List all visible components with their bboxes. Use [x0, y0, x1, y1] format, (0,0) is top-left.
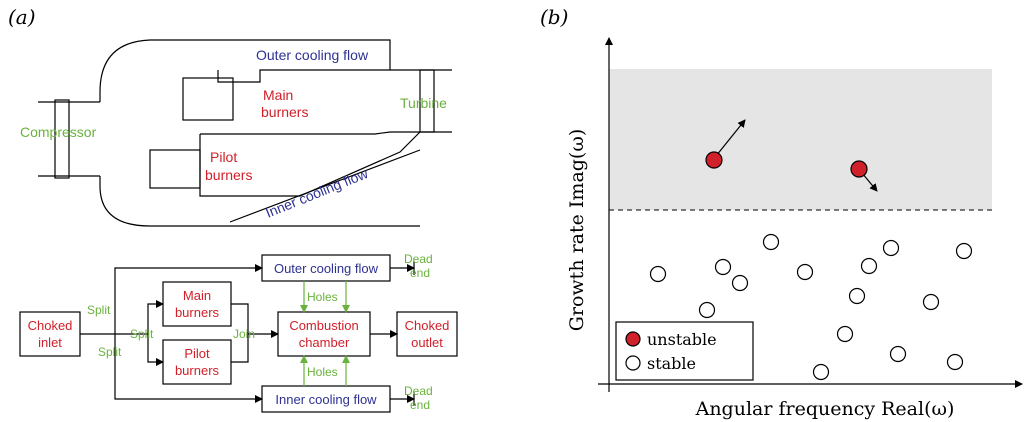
- legend-stable-marker: [625, 355, 641, 371]
- casing-bottom: [99, 176, 420, 227]
- panel-a-label: (a): [8, 5, 36, 29]
- stable-point: [922, 293, 940, 311]
- unstable-point-1: [705, 151, 723, 169]
- choked-outlet-label-1: Choked: [405, 318, 450, 333]
- legend-stable-label: stable: [647, 354, 696, 373]
- split-label-3: Split: [98, 345, 122, 359]
- y-axis-label: Growth rate Imag(ω): [566, 129, 588, 332]
- stable-point: [812, 363, 830, 381]
- compressor-vanes: [54, 99, 70, 179]
- stable-point: [714, 258, 732, 276]
- net-outer-cooling-label: Outer cooling flow: [274, 261, 379, 276]
- unstable-point-2: [850, 160, 868, 178]
- liner-outer-wall: [217, 69, 390, 83]
- main-burner-box: [182, 77, 234, 121]
- inner-cooling-wall: [229, 149, 421, 223]
- pilot-burners-label-2: burners: [205, 167, 252, 183]
- stable-point: [882, 239, 900, 257]
- stable-eigenvalues: [649, 233, 973, 381]
- stable-point: [796, 263, 814, 281]
- stable-point: [698, 301, 716, 319]
- split-to-outer: [114, 264, 263, 334]
- outer-holes-label: Holes: [307, 290, 338, 304]
- choked-inlet-box: [19, 311, 81, 357]
- legend: unstable stable: [615, 321, 754, 381]
- outer-dead-end-2: end: [410, 266, 430, 280]
- legend-unstable-marker: [625, 331, 641, 347]
- unstable-arrow-1: [715, 119, 746, 157]
- split-label-2: Split: [130, 327, 154, 341]
- unstable-eigenvalues: [705, 119, 878, 192]
- stable-point: [836, 325, 854, 343]
- panel-b: (b) Growth rate Imag(ω) Angular frequenc…: [540, 5, 1023, 420]
- stable-point: [731, 274, 749, 292]
- combustion-chamber-label-2: chamber: [299, 335, 350, 350]
- choked-outlet-label-2: outlet: [411, 335, 443, 350]
- casing-top: [99, 39, 391, 102]
- liner-mid-wall: [200, 131, 420, 135]
- legend-box: [615, 321, 754, 381]
- panel-a: (a) Outer cooling flow: [8, 5, 458, 413]
- outer-dead-end-1: Dead: [404, 252, 433, 266]
- panel-b-label: (b): [540, 5, 568, 29]
- choked-inlet-label-1: Choked: [28, 318, 73, 333]
- turbine-label: Turbine: [400, 95, 447, 111]
- pilot-burners-label-1: Pilot: [210, 149, 237, 165]
- inner-dead-end-1: Dead: [404, 384, 433, 398]
- unstable-region-shading: [609, 69, 992, 210]
- legend-unstable-label: unstable: [647, 330, 717, 349]
- split-label-1: Split: [87, 303, 111, 317]
- unstable-arrow-2: [861, 172, 878, 192]
- main-to-join: [231, 303, 249, 334]
- network-diagram: Choked inlet Main burners Pilot burners …: [19, 252, 458, 413]
- stable-point: [860, 257, 878, 275]
- net-pilot-burners-label-2: burners: [175, 363, 220, 378]
- join-label: Join: [233, 327, 255, 341]
- net-pilot-burners-label-1: Pilot: [184, 346, 210, 361]
- net-main-burners-label-1: Main: [183, 288, 211, 303]
- x-axis-label: Angular frequency Real(ω): [695, 398, 955, 420]
- pilot-to-join: [231, 334, 249, 363]
- outer-cooling-label: Outer cooling flow: [256, 47, 369, 63]
- inner-dead-end-2: end: [410, 398, 430, 412]
- stable-point: [649, 265, 667, 283]
- stable-point: [955, 242, 973, 260]
- net-inner-cooling-label: Inner cooling flow: [275, 392, 377, 407]
- choked-inlet-label-2: inlet: [38, 335, 62, 350]
- combustor-schematic: Outer cooling flow Main burners Turbine …: [20, 39, 452, 227]
- inner-holes-label: Holes: [307, 365, 338, 379]
- turbine-vanes: [419, 69, 435, 133]
- main-burners-label-1: Main: [263, 87, 293, 103]
- stable-point: [889, 345, 907, 363]
- net-main-burners-label-2: burners: [175, 305, 220, 320]
- split-to-main: [147, 300, 164, 334]
- stable-point: [848, 287, 866, 305]
- split-to-inner: [114, 334, 263, 403]
- combustion-chamber-label-1: Combustion: [289, 318, 358, 333]
- stable-point: [762, 233, 780, 251]
- split-to-pilot: [147, 334, 164, 366]
- main-burners-label-2: burners: [261, 104, 308, 120]
- stable-point: [946, 353, 964, 371]
- inner-cooling-label: Inner cooling flow: [263, 165, 371, 221]
- pilot-burner-box: [149, 149, 201, 189]
- compressor-label: Compressor: [20, 124, 97, 140]
